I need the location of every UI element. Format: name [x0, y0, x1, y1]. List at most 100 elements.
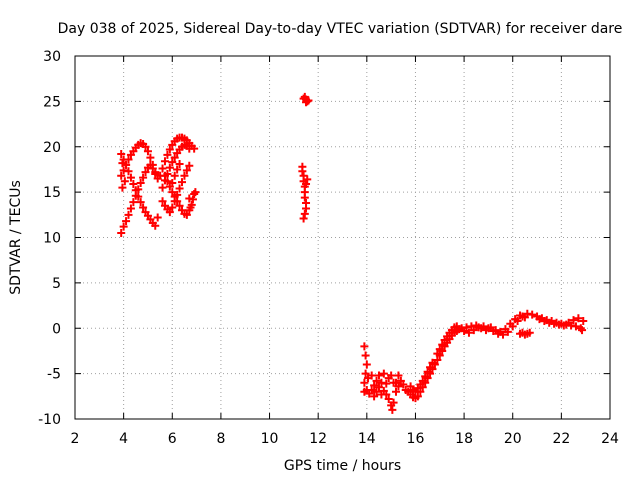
- data-point: [360, 378, 369, 387]
- data-point: [491, 326, 500, 335]
- data-point: [143, 147, 152, 156]
- grid-lines: [75, 56, 610, 419]
- data-point: [180, 171, 189, 180]
- data-point: [165, 163, 174, 172]
- data-point: [360, 387, 369, 396]
- data-point: [148, 160, 157, 169]
- data-point: [302, 98, 311, 107]
- data-point: [540, 316, 549, 325]
- y-tick-label: 15: [43, 185, 61, 201]
- data-point: [564, 318, 573, 327]
- y-axis-label: SDTVAR / TECUs: [8, 180, 24, 295]
- data-point: [370, 392, 379, 401]
- data-point: [146, 153, 155, 162]
- data-point: [300, 193, 309, 202]
- data-point: [472, 321, 481, 330]
- data-point: [118, 183, 127, 192]
- y-tick-label: -5: [47, 367, 61, 383]
- data-point: [119, 166, 128, 175]
- data-point: [126, 173, 135, 182]
- x-tick-label: 24: [601, 431, 619, 447]
- data-point: [435, 345, 444, 354]
- data-point: [511, 315, 520, 324]
- data-point: [299, 214, 308, 223]
- data-point: [374, 383, 383, 392]
- data-point: [141, 142, 150, 151]
- data-point: [158, 164, 167, 173]
- data-point: [168, 203, 177, 212]
- data-point: [168, 188, 177, 197]
- data-point: [173, 197, 182, 206]
- data-point: [182, 210, 191, 219]
- x-tick-label: 22: [552, 431, 570, 447]
- x-tick-label: 6: [168, 431, 177, 447]
- data-point: [367, 385, 376, 394]
- data-point: [413, 392, 422, 401]
- data-point: [496, 327, 505, 336]
- data-point: [298, 167, 307, 176]
- data-point: [303, 175, 312, 184]
- data-point: [428, 358, 437, 367]
- data-point: [124, 155, 133, 164]
- data-point: [399, 380, 408, 389]
- data-point: [151, 221, 160, 230]
- data-point: [360, 342, 369, 351]
- data-point: [372, 387, 381, 396]
- x-tick-label: 4: [119, 431, 128, 447]
- data-point: [126, 204, 135, 213]
- y-tick-labels: -10 -5 0 5 10 15 20 25 30: [38, 49, 61, 428]
- data-point: [170, 153, 179, 162]
- data-point: [481, 326, 490, 335]
- data-point: [120, 177, 129, 186]
- x-tick-label: 2: [71, 431, 80, 447]
- data-point: [392, 378, 400, 387]
- data-point: [571, 322, 580, 331]
- data-point: [300, 209, 309, 218]
- data-point: [163, 177, 172, 186]
- data-point: [168, 179, 177, 188]
- x-tick-label: 14: [358, 431, 376, 447]
- data-point: [185, 161, 194, 170]
- y-tick-label: 30: [43, 49, 61, 65]
- data-point: [118, 159, 127, 168]
- data-point: [388, 405, 397, 414]
- data-point: [158, 183, 167, 192]
- data-point: [389, 398, 398, 407]
- data-point: [423, 367, 432, 376]
- x-axis-label: GPS time / hours: [284, 458, 401, 474]
- data-point: [129, 198, 138, 207]
- chart-title: Day 038 of 2025, Sidereal Day-to-day VTE…: [58, 21, 623, 37]
- y-tick-label: 25: [43, 94, 61, 110]
- data-point: [578, 326, 587, 335]
- x-tick-label: 16: [407, 431, 425, 447]
- data-point: [377, 378, 386, 387]
- data-point: [175, 201, 184, 210]
- data-point: [516, 311, 525, 320]
- data-point: [374, 371, 383, 380]
- x-tick-labels: 2 4 6 8 10 12 14 16 18 20 22 24: [71, 431, 619, 447]
- y-tick-label: 20: [43, 140, 61, 156]
- data-point: [574, 314, 583, 323]
- data-point: [185, 194, 194, 203]
- data-point: [191, 188, 200, 197]
- data-point: [182, 166, 191, 175]
- data-point: [151, 168, 160, 177]
- data-point: [117, 150, 126, 159]
- data-point: [418, 376, 427, 385]
- data-point: [361, 351, 370, 360]
- data-point: [372, 376, 381, 385]
- data-point: [387, 371, 396, 380]
- data-point: [175, 184, 184, 193]
- data-point: [302, 204, 311, 213]
- data-point: [528, 310, 537, 319]
- data-point: [117, 228, 126, 237]
- data-point: [438, 340, 447, 349]
- data-point: [173, 165, 182, 174]
- data-point: [165, 208, 174, 217]
- data-point: [160, 171, 169, 180]
- x-tick-label: 18: [455, 431, 473, 447]
- data-point: [165, 145, 174, 154]
- data-point: [129, 179, 138, 188]
- data-point: [134, 192, 143, 201]
